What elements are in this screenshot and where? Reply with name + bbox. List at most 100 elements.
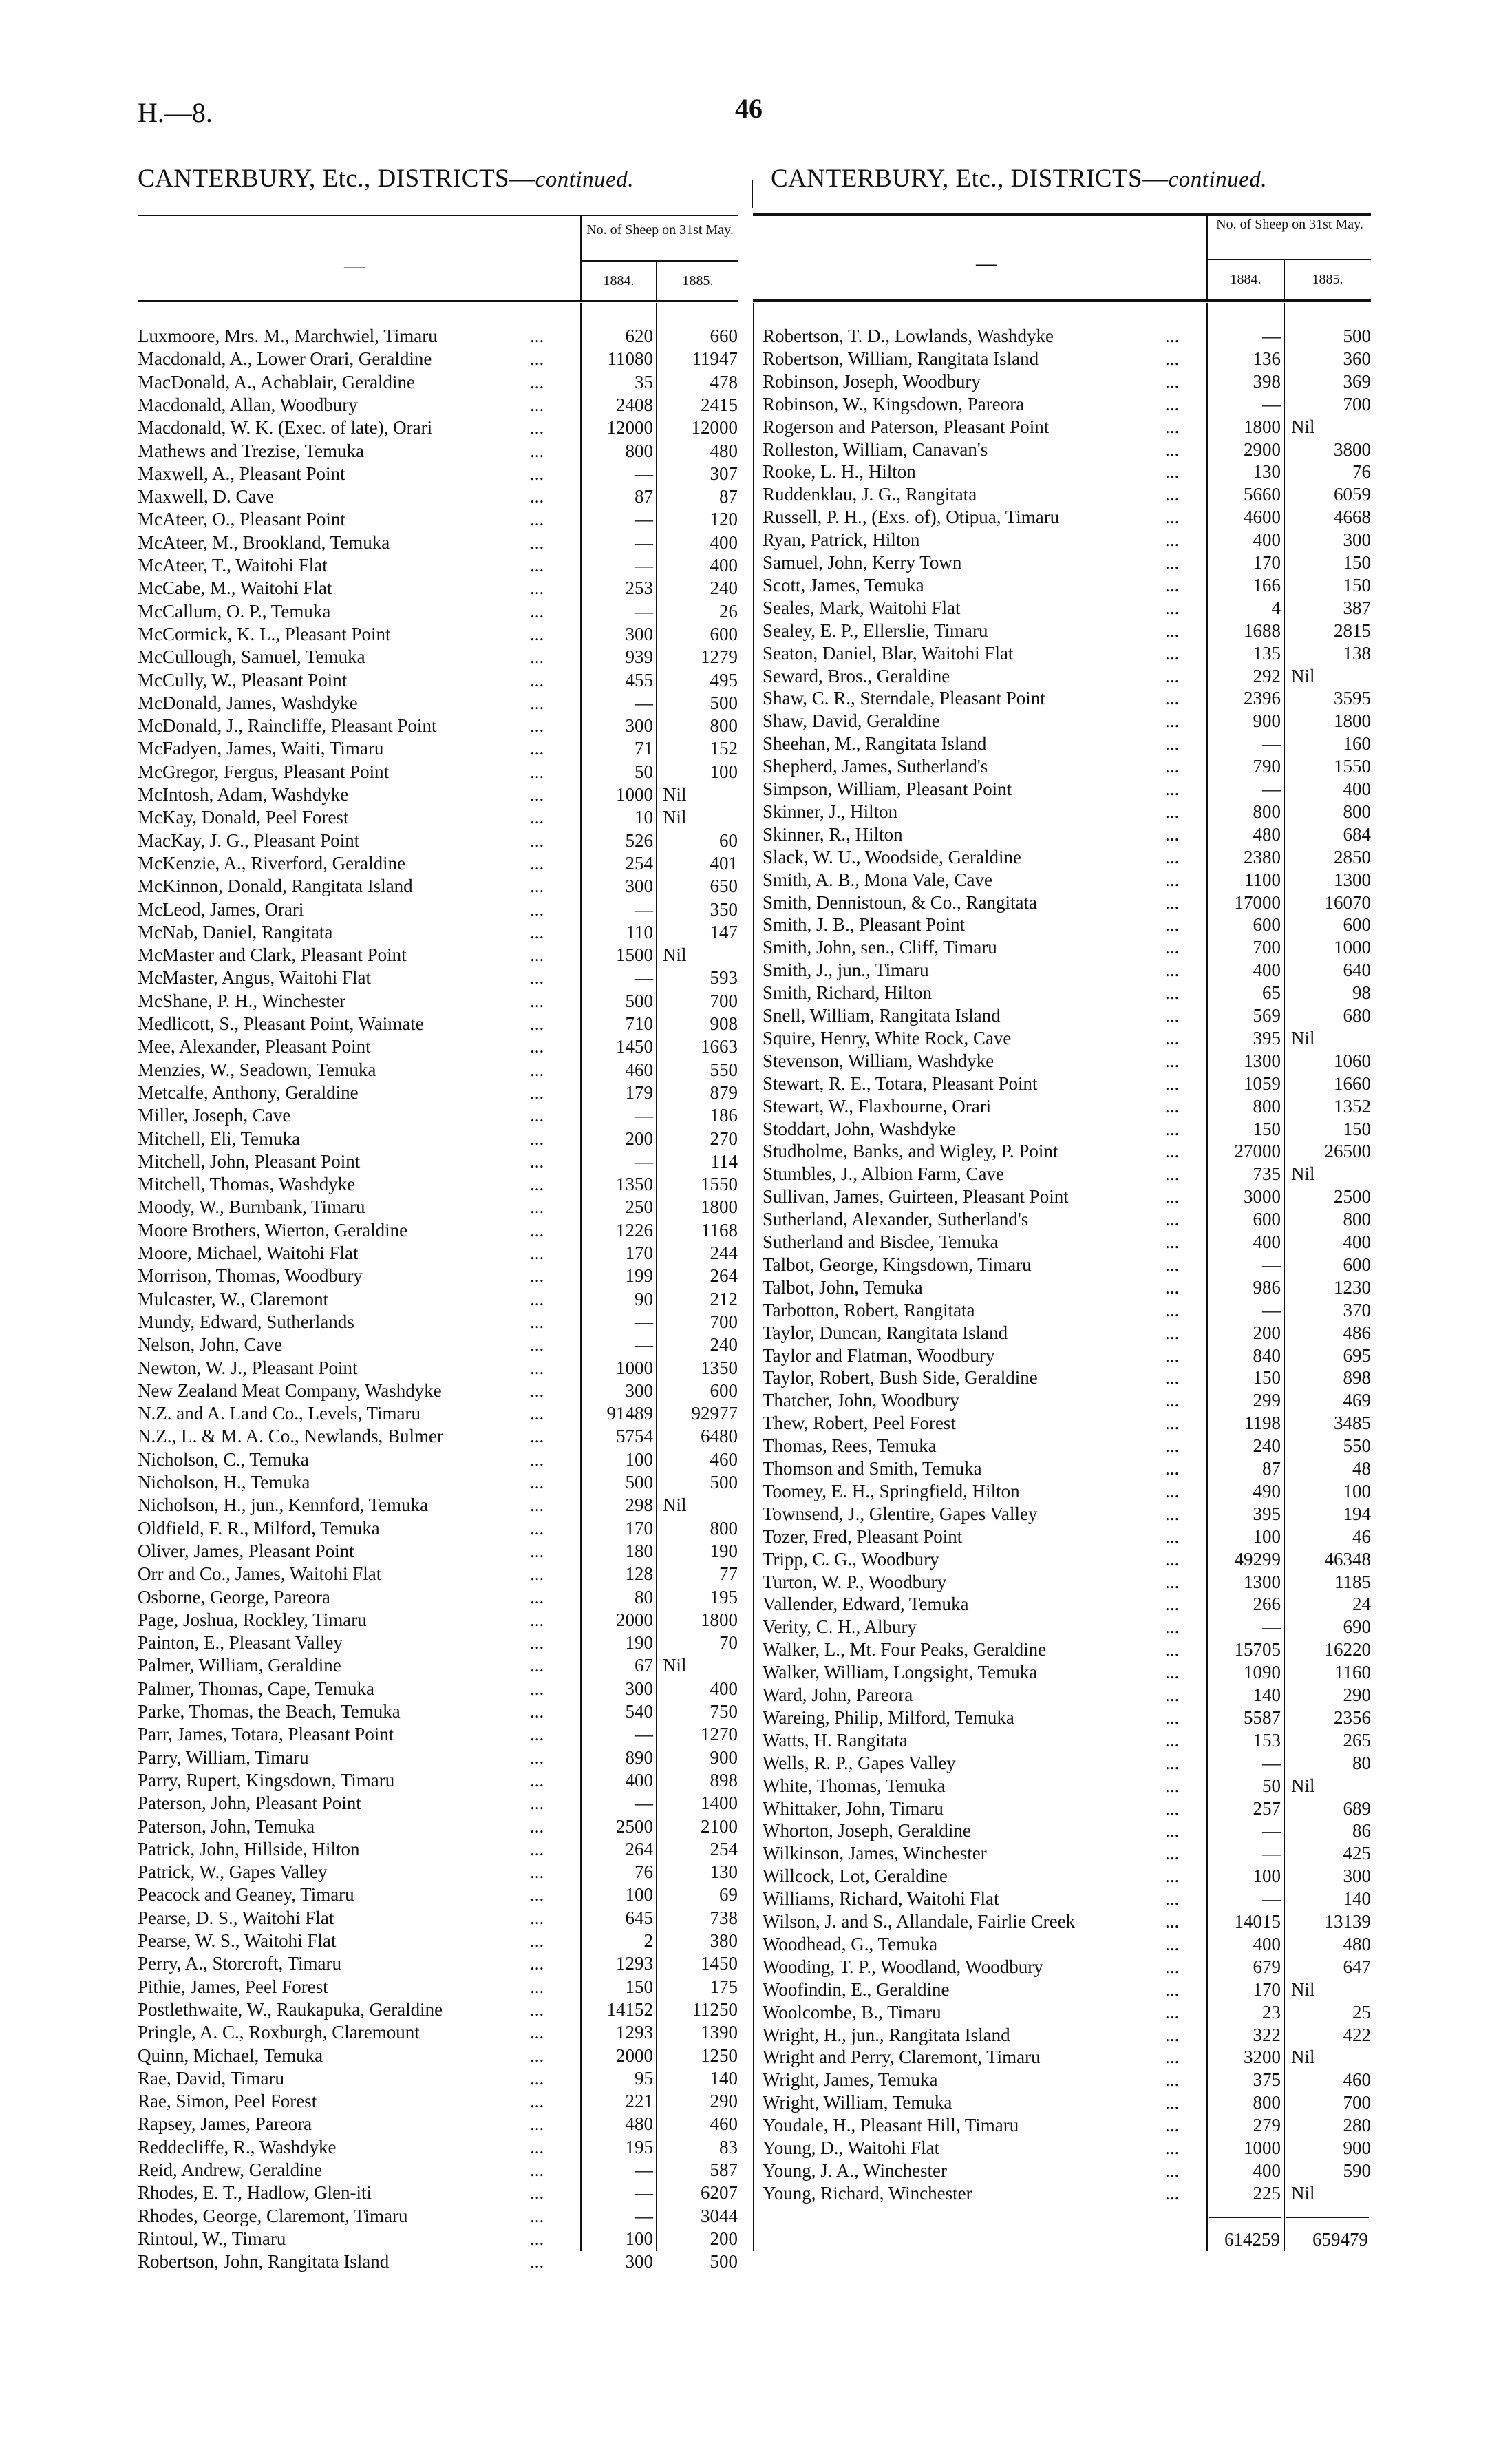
- sheep-1884: 322: [1253, 2024, 1281, 2045]
- sheep-1885: 900: [1343, 2137, 1372, 2158]
- leader-dots: ...: [1165, 2182, 1180, 2204]
- leader-dots: ...: [530, 1243, 544, 1263]
- sheep-1885: 2815: [1334, 620, 1371, 641]
- sheep-1885: 1168: [701, 1219, 738, 1240]
- sheep-1884: 645: [625, 1907, 654, 1928]
- owner-name: Rolleston, William, Canavan's: [763, 439, 988, 460]
- owner-name: McAteer, T., Waitohi Flat: [138, 555, 328, 576]
- sheep-1885: 240: [710, 1334, 738, 1355]
- left-table-row: New Zealand Meat Company, Washdyke... 300…: [138, 1380, 738, 1402]
- sheep-1885: 11250: [692, 1998, 738, 2020]
- sheep-1884: —: [1262, 1616, 1281, 1638]
- owner-name: Willcock, Lot, Geraldine: [763, 1866, 948, 1887]
- total-rule-1884: [1209, 2217, 1281, 2218]
- owner-name: White, Thomas, Temuka: [763, 1775, 946, 1796]
- sheep-1884: 600: [1253, 914, 1281, 936]
- left-table-row: Nicholson, C., Temuka... 100 460: [138, 1448, 738, 1471]
- leader-dots: ...: [1165, 1775, 1180, 1796]
- right-table-row: Taylor, Duncan, Rangitata Island... 200 48…: [763, 1322, 1371, 1344]
- owner-name: Smith, J. B., Pleasant Point: [763, 914, 966, 936]
- owner-name: McLeod, James, Orari: [138, 898, 304, 920]
- leader-dots: ...: [530, 784, 544, 805]
- sheep-1884: —: [635, 2160, 653, 2180]
- left-table-row: McCallum, O. P., Temuka... — 26: [138, 600, 738, 623]
- leader-dots: ...: [1165, 507, 1180, 528]
- sheep-1884: 600: [1253, 1209, 1281, 1230]
- left-table-row: Maxwell, D. Cave... 87 87: [138, 485, 738, 508]
- sheep-1885: 190: [710, 1540, 738, 1561]
- leader-dots: ...: [530, 623, 544, 644]
- sheep-1885: 2356: [1334, 1707, 1371, 1728]
- sheep-1885: Nil: [663, 784, 687, 805]
- leader-dots: ...: [530, 1495, 544, 1516]
- sheep-1884: 1293: [616, 2022, 653, 2043]
- right-table-row: Walker, L., Mt. Four Peaks, Geraldine...…: [763, 1638, 1371, 1661]
- leader-dots: ...: [530, 1219, 544, 1240]
- owner-name: Wright, James, Temuka: [763, 2069, 938, 2091]
- left-table-row: Patrick, W., Gapes Valley... 76 130: [138, 1861, 738, 1883]
- right-table-row: Skinner, J., Hilton... 800 800: [763, 801, 1371, 823]
- sheep-1884: 90: [635, 1288, 653, 1309]
- sheep-1885: 369: [1343, 370, 1372, 392]
- owner-name: Walker, L., Mt. Four Peaks, Geraldine: [763, 1639, 1047, 1660]
- sheep-1885: 24: [1352, 1594, 1371, 1615]
- right-table-row: Robinson, Joseph, Woodbury... 398 369: [763, 370, 1371, 393]
- sheep-1885: 593: [710, 967, 738, 989]
- owner-name: Snell, William, Rangitata Island: [763, 1005, 1001, 1026]
- leader-dots: ...: [1165, 1707, 1180, 1728]
- left-table-row: Paterson, John, Temuka... 2500 2100: [138, 1815, 738, 1838]
- sheep-1885: 6207: [701, 2182, 738, 2204]
- leader-dots: ...: [1165, 801, 1180, 822]
- leader-dots: ...: [1165, 1843, 1180, 1864]
- leader-dots: ...: [530, 1036, 544, 1057]
- left-table-row: Nicholson, H., Temuka... 500 500: [138, 1471, 738, 1494]
- right-table-row: Shaw, C. R., Sterndale, Pleasant Point..…: [763, 687, 1371, 710]
- owner-name: McCallum, O. P., Temuka: [138, 600, 331, 622]
- sheep-1884: —: [635, 1150, 653, 1172]
- sheep-1885: 83: [719, 2136, 738, 2157]
- right-table-row: Skinner, R., Hilton... 480 684: [763, 823, 1371, 846]
- sheep-1884: 292: [1253, 665, 1281, 686]
- owner-name: Sheehan, M., Rangitata Island: [763, 733, 987, 754]
- left-table-row: Paterson, John, Pleasant Point... — 1400: [138, 1792, 738, 1815]
- leader-dots: ...: [1165, 1390, 1180, 1411]
- sheep-1885: 147: [710, 921, 738, 942]
- leader-dots: ...: [1165, 2115, 1180, 2136]
- sheep-1885: 194: [1343, 1503, 1372, 1524]
- leader-dots: ...: [530, 1196, 544, 1218]
- left-table-row: McCullough, Samuel, Temuka... 939 1279: [138, 646, 738, 668]
- owner-name: Wright, William, Temuka: [763, 2092, 952, 2113]
- leader-dots: ...: [530, 830, 544, 851]
- left-table-row: Macdonald, W. K. (Exec. of late), Orari.…: [138, 416, 738, 439]
- sheep-1885: 495: [710, 669, 738, 690]
- leader-dots: ...: [530, 1838, 544, 1859]
- right-table-row: Vallender, Edward, Temuka... 266 24: [763, 1593, 1371, 1616]
- leader-dots: ...: [530, 1265, 544, 1287]
- right-table-row: Rolleston, William, Canavan's... 2900 3800: [763, 439, 1371, 461]
- sheep-1884: 170: [1253, 552, 1281, 573]
- right-table-row: Watts, H. Rangitata... 153 265: [763, 1729, 1371, 1752]
- owner-name: Thatcher, John, Woodbury: [763, 1390, 959, 1411]
- owner-name: Palmer, Thomas, Cape, Temuka: [138, 1678, 374, 1699]
- sheep-1884: 4600: [1244, 507, 1281, 528]
- sheep-1885: 1279: [701, 646, 738, 668]
- right-table-row: Stewart, W., Flaxbourne, Orari... 800 1352: [763, 1095, 1371, 1118]
- left-table-row: McNab, Daniel, Rangitata... 110 147: [138, 921, 738, 944]
- sheep-1885: 1400: [701, 1793, 738, 1814]
- right-table-row: Sullivan, James, Guirteen, Pleasant Poin…: [763, 1185, 1371, 1208]
- owner-name: Shaw, C. R., Sterndale, Pleasant Point: [763, 688, 1045, 709]
- left-table-row: Mathews and Trezise, Temuka... 800 480: [138, 440, 738, 463]
- owner-name: Paterson, John, Temuka: [138, 1815, 315, 1837]
- leader-dots: ...: [1165, 1866, 1180, 1887]
- left-header-sheep-label: No. of Sheep on 31st May.: [586, 222, 734, 237]
- sheep-1884: 1300: [1244, 1571, 1281, 1592]
- left-table-row: McKenzie, A., Riverford, Geraldine... 254…: [138, 852, 738, 875]
- left-table-row: Mitchell, John, Pleasant Point... — 114: [138, 1150, 738, 1173]
- owner-name: Rogerson and Paterson, Pleasant Point: [763, 416, 1050, 437]
- sheep-1884: 257: [1253, 1797, 1281, 1819]
- sheep-1885: 280: [1343, 2115, 1372, 2136]
- sheep-1884: 100: [1253, 1866, 1281, 1887]
- left-header-mid-rule: [582, 260, 738, 262]
- leader-dots: ...: [1165, 1209, 1180, 1230]
- owner-name: Palmer, William, Geraldine: [138, 1655, 341, 1676]
